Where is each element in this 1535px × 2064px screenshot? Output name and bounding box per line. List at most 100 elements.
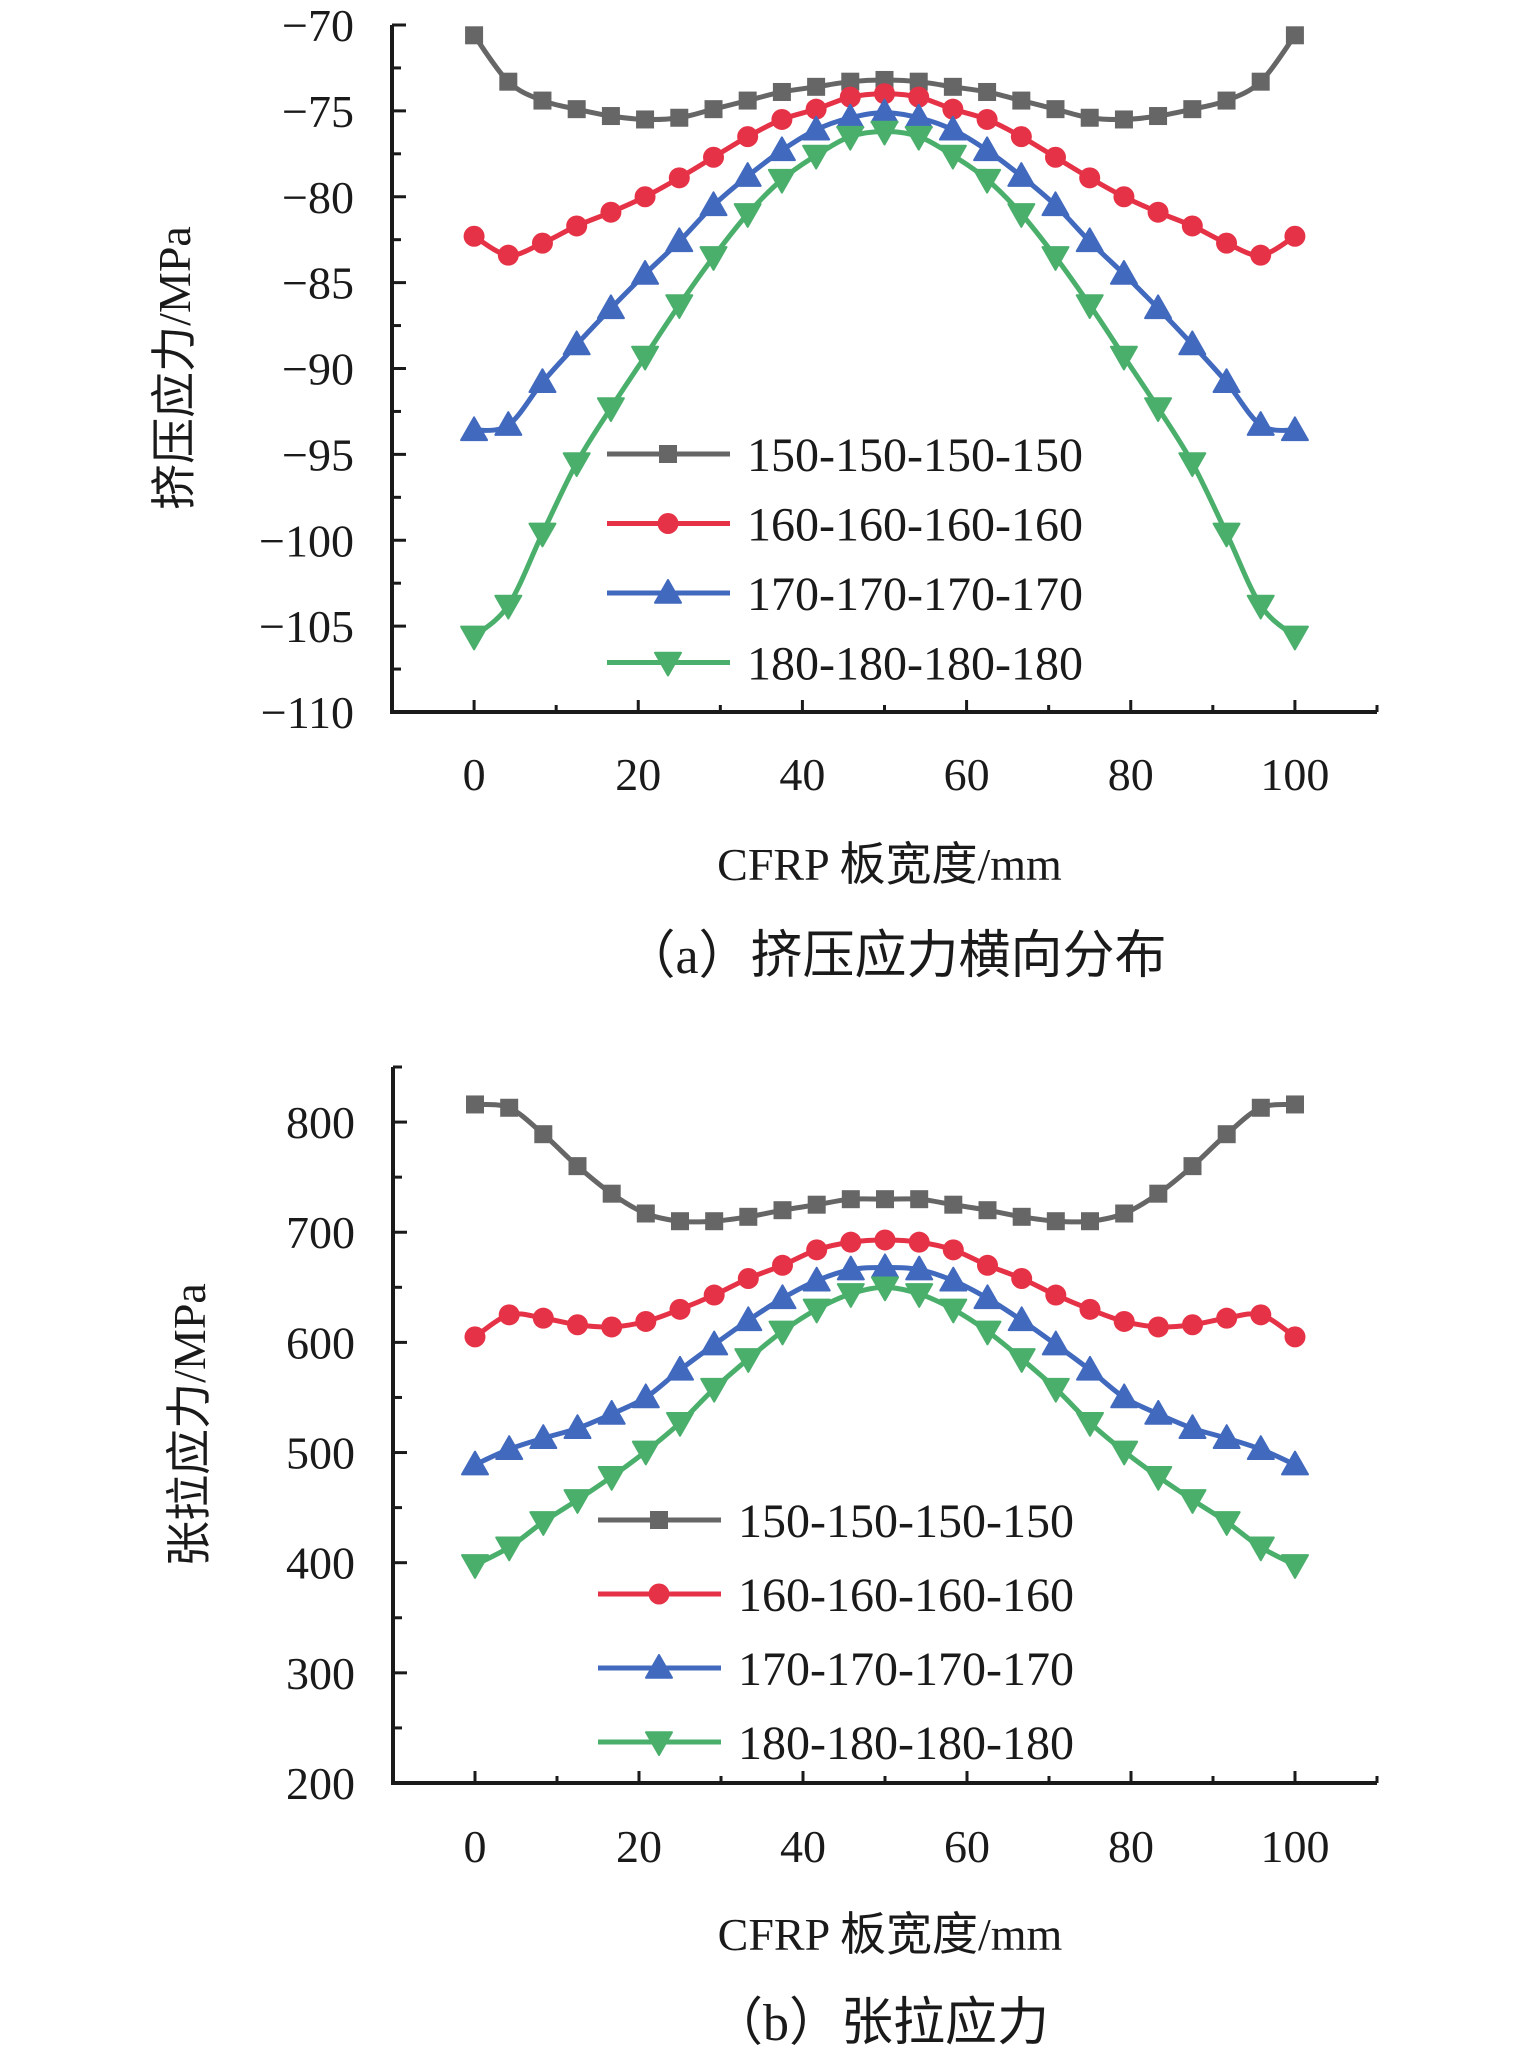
data-point <box>1286 1095 1304 1114</box>
data-point <box>908 86 930 108</box>
data-point <box>1041 246 1070 271</box>
data-point <box>1011 1267 1033 1289</box>
data-point <box>1041 1377 1070 1403</box>
data-point <box>802 1266 831 1292</box>
data-point <box>939 1266 968 1292</box>
data-point <box>973 136 1002 162</box>
data-point <box>905 1283 934 1308</box>
data-point <box>670 108 689 127</box>
data-point <box>1178 452 1207 477</box>
data-point <box>1217 91 1236 110</box>
data-point <box>973 168 1002 194</box>
data-point <box>1144 1466 1173 1491</box>
series-170-170-170-170 <box>461 1253 1309 1476</box>
data-point <box>1246 1536 1275 1562</box>
x-tick-label: 80 <box>1108 1821 1154 1872</box>
y-tick-label: −90 <box>282 344 354 395</box>
data-point <box>1246 594 1275 620</box>
data-point <box>806 1239 828 1261</box>
data-point <box>1149 1184 1168 1203</box>
data-point <box>1012 1207 1031 1226</box>
data-point <box>498 1304 520 1326</box>
data-point <box>700 1330 729 1356</box>
series-160-160-160-160 <box>463 83 1306 266</box>
data-point <box>601 1316 623 1338</box>
y-tick-label: −95 <box>282 429 354 480</box>
data-point <box>1178 330 1207 356</box>
data-point <box>1212 522 1241 548</box>
data-point <box>494 411 523 436</box>
y-axis-title: 挤压应力/MPa <box>149 226 200 510</box>
data-point <box>773 1201 792 1220</box>
data-point <box>499 72 518 91</box>
data-point <box>528 522 557 548</box>
data-point <box>1010 126 1032 148</box>
data-point <box>771 108 793 130</box>
y-tick-label: 300 <box>286 1648 355 1699</box>
data-point <box>563 1489 592 1514</box>
data-point <box>567 100 586 119</box>
legend-marker-square <box>659 445 677 463</box>
data-point <box>532 1307 554 1329</box>
data-point <box>562 452 591 477</box>
data-point <box>976 108 998 130</box>
data-point <box>836 1255 865 1281</box>
series-180-180-180-180 <box>461 1276 1309 1579</box>
data-point <box>807 1195 826 1214</box>
series-170-170-170-170 <box>460 98 1309 442</box>
x-tick-label: 60 <box>944 749 990 800</box>
legend-marker-triangle-down <box>654 651 682 677</box>
data-point <box>464 1326 486 1348</box>
data-point <box>460 625 489 651</box>
legend-marker-square <box>650 1511 668 1529</box>
data-point <box>1251 72 1270 91</box>
x-tick-label: 40 <box>779 749 825 800</box>
y-tick-label: −100 <box>259 515 354 566</box>
data-point <box>563 1414 592 1440</box>
data-point <box>738 91 757 110</box>
data-point <box>1115 1204 1134 1223</box>
data-point <box>802 144 831 170</box>
data-point <box>1217 1125 1236 1144</box>
data-point <box>1076 1355 1104 1381</box>
data-point <box>871 1276 899 1302</box>
data-point <box>1007 1306 1036 1332</box>
data-point <box>533 91 552 110</box>
data-point <box>1113 1310 1135 1332</box>
data-point <box>703 146 725 168</box>
y-tick-label: 500 <box>286 1428 355 1479</box>
data-point <box>1216 232 1238 254</box>
data-point <box>1284 1326 1306 1348</box>
data-point <box>978 1201 997 1220</box>
data-point <box>666 1355 694 1381</box>
data-point <box>1212 368 1241 393</box>
x-axis-title: CFRP 板宽度/mm <box>718 1909 1063 1960</box>
data-point <box>1246 411 1275 436</box>
legend-marker-triangle-up <box>645 1654 673 1679</box>
data-point <box>1181 215 1203 237</box>
y-tick-label: −70 <box>282 0 354 51</box>
data-point <box>529 1424 558 1449</box>
data-point <box>1144 1399 1173 1425</box>
data-point <box>737 126 759 148</box>
data-point <box>631 1383 660 1409</box>
data-point <box>1080 108 1099 127</box>
data-point <box>1178 1414 1207 1440</box>
data-point <box>601 107 620 126</box>
data-point <box>636 1204 655 1223</box>
data-point <box>1246 1435 1275 1460</box>
data-point <box>1147 1316 1169 1338</box>
data-point <box>497 244 519 266</box>
data-point <box>1081 1212 1099 1231</box>
data-point <box>1007 1348 1036 1373</box>
data-point <box>494 594 523 620</box>
data-point <box>665 294 694 319</box>
data-point <box>531 232 553 254</box>
y-tick-label: 800 <box>286 1097 355 1148</box>
data-point <box>1285 26 1304 45</box>
data-point <box>767 168 796 194</box>
data-point <box>733 162 762 187</box>
legend-marker-triangle-down <box>645 1731 673 1756</box>
legend-item: 160-160-160-160 <box>607 499 1083 552</box>
series-line <box>472 128 1297 639</box>
